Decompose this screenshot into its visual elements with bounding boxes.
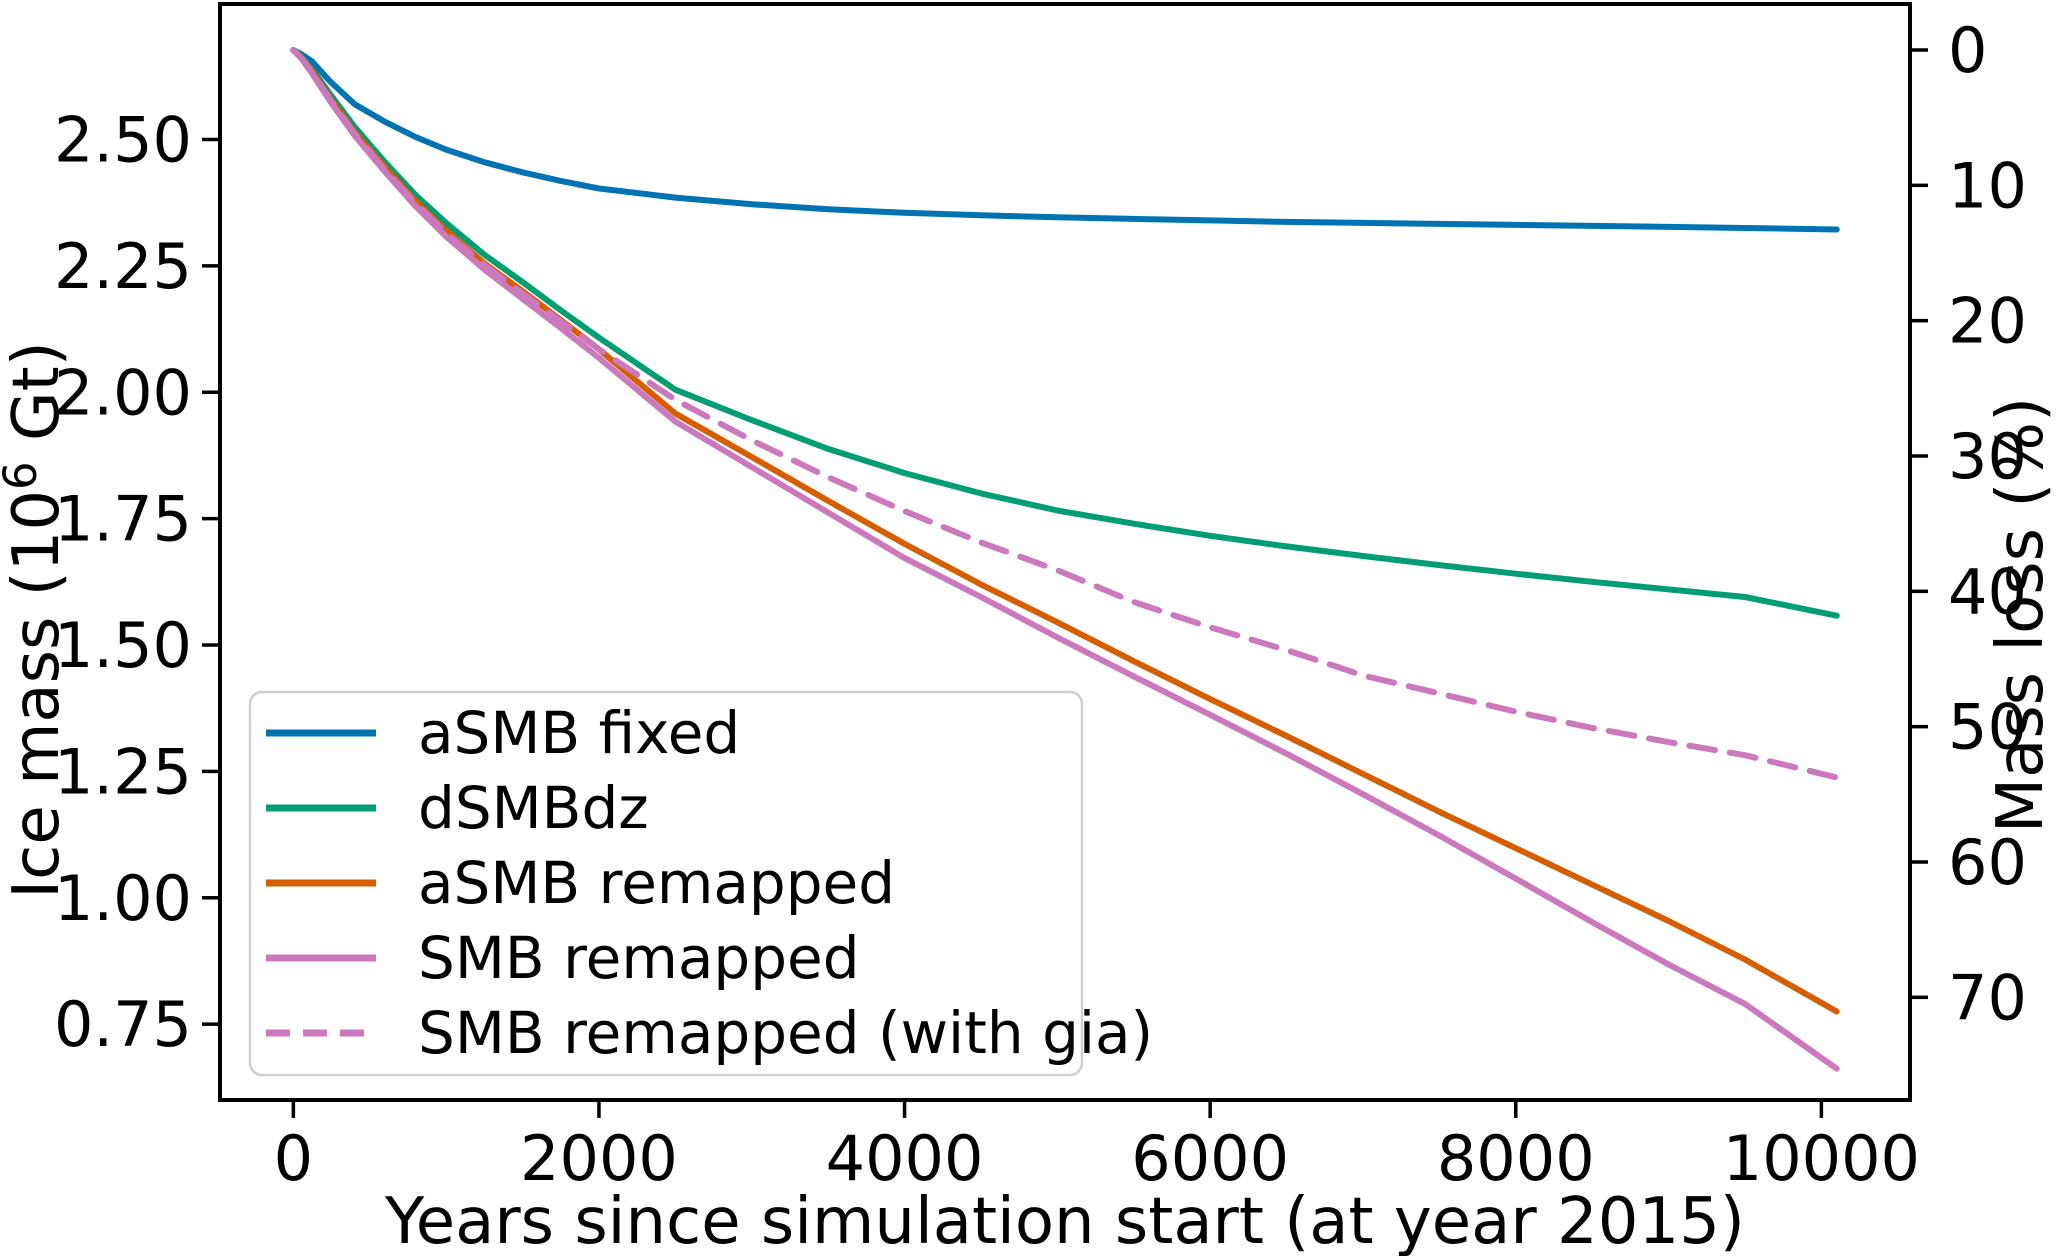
y-right-tick-label: 10 [1948,149,2027,222]
x-tick-label: 4000 [826,1122,984,1195]
y-left-tick-label: 1.00 [54,862,192,935]
x-tick-label: 8000 [1437,1122,1595,1195]
plot-series [290,47,1840,1072]
series-line-smb-remapped-with-gia [290,47,1840,781]
y-left-tick-label: 2.25 [54,230,192,303]
y-left-tick-label: 1.25 [54,735,192,808]
legend-label-smb-remapped: SMB remapped [418,924,860,992]
y-axis-right: 0 10 20 30 40 50 60 70 Mass loss (%) [1912,14,2058,1034]
legend-label-asmb-remapped: aSMB remapped [418,849,895,917]
x-tick-label: 6000 [1131,1122,1289,1195]
axes-spines [218,2,1912,1102]
series-line-dsmbdz [290,47,1840,619]
y-right-tick-label: 20 [1948,285,2027,358]
y-right-tick-label: 50 [1948,691,2027,764]
legend-label-smb-remapped-with-gia: SMB remapped (with gia) [418,999,1153,1067]
y-right-tick-label: 0 [1948,14,1987,87]
y-axis-left: 0.75 1.00 1.25 1.50 1.75 2.00 2.25 2.50 Ice mass… [0,103,218,1061]
legend-label-asmb-fixed: aSMB fixed [418,699,740,767]
y-left-tick-label: 2.50 [54,103,192,176]
y-left-tick-label: 2.00 [54,356,192,429]
y-right-tick-label: 40 [1948,555,2027,628]
y-axis-left-label: Ice mass (106 Gt) [0,341,74,898]
y-left-tick-label: 1.75 [54,483,192,556]
y-right-tick-label: 70 [1948,961,2027,1034]
series-line-asmb-fixed [290,47,1840,233]
y-left-tick-label: 1.50 [54,609,192,682]
legend: aSMB fixed dSMBdz aSMB remapped SMB remappe… [248,690,1153,1077]
legend-box [248,690,1084,1077]
x-axis-label: Years since simulation start (at year 20… [384,1185,1745,1256]
x-tick-label: 10000 [1723,1122,1920,1195]
y-right-tick-label: 30 [1948,420,2027,493]
y-left-tick-label: 0.75 [54,988,192,1061]
y-right-tick-label: 60 [1948,826,2027,899]
y-axis-right-label: Mass loss (%) [1984,397,2058,833]
legend-label-dsmbdz: dSMBdz [418,774,649,842]
x-tick-label: 2000 [520,1122,678,1195]
x-tick-label: 0 [274,1122,313,1195]
